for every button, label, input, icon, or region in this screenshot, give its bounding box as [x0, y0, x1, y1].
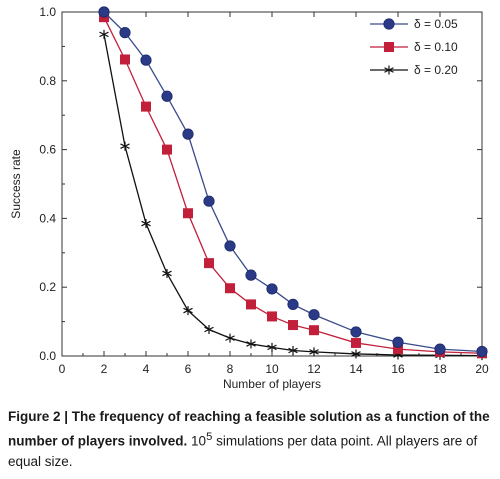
data-point: [204, 325, 214, 335]
data-point: [267, 342, 277, 352]
y-tick-label: 1.0: [39, 5, 56, 19]
legend-marker: [383, 18, 395, 30]
x-tick-label: 8: [227, 362, 234, 376]
data-point: [266, 283, 278, 295]
x-tick-label: 0: [59, 362, 66, 376]
x-tick-label: 18: [433, 362, 447, 376]
x-tick-label: 2: [101, 362, 108, 376]
caption-text-start: 10: [187, 433, 207, 449]
data-point: [308, 309, 320, 321]
data-point: [182, 128, 194, 140]
data-point: [288, 320, 298, 331]
data-point: [140, 54, 152, 66]
y-tick-label: 0.6: [39, 143, 56, 157]
data-point: [351, 337, 361, 348]
data-point: [141, 101, 151, 112]
legend-marker: [384, 65, 394, 75]
data-point: [309, 325, 319, 336]
data-point: [350, 326, 362, 338]
data-point: [246, 339, 256, 349]
x-axis-label: Number of players: [223, 377, 321, 391]
data-point: [204, 258, 214, 269]
data-point: [351, 349, 361, 359]
data-point: [120, 54, 130, 65]
data-point: [162, 144, 172, 155]
figure-caption: Figure 2 | The frequency of reaching a f…: [8, 407, 494, 472]
y-tick-label: 0.2: [39, 280, 56, 294]
data-point: [225, 333, 235, 343]
data-point: [225, 283, 235, 294]
data-point: [393, 344, 403, 355]
data-point: [245, 269, 257, 281]
x-tick-label: 14: [349, 362, 363, 376]
data-point: [392, 336, 404, 348]
data-point: [99, 29, 109, 39]
x-tick-label: 6: [185, 362, 192, 376]
y-tick-label: 0.8: [39, 74, 56, 88]
legend-label: δ = 0.10: [414, 40, 458, 54]
caption-title: Figure 2 | The frequency of reaching a f…: [8, 409, 490, 449]
data-point: [183, 306, 193, 316]
x-tick-label: 10: [265, 362, 279, 376]
data-point: [476, 345, 488, 358]
y-tick-label: 0.0: [39, 349, 56, 363]
data-point: [267, 311, 277, 322]
x-tick-label: 16: [391, 362, 405, 376]
data-point: [98, 6, 110, 18]
data-point: [119, 27, 131, 39]
legend-label: δ = 0.05: [414, 17, 458, 31]
data-point: [141, 219, 151, 229]
x-tick-label: 4: [143, 362, 150, 376]
success-rate-chart: 0 2 4 6 8 10 12 14 16 18 20 0.0 0.2 0.4 0.6 0.8 1.0 Numbe…: [9, 5, 489, 391]
caption-text-end: simulations per data point. All players …: [8, 433, 478, 469]
data-point: [162, 268, 172, 278]
data-point: [161, 90, 173, 102]
x-tick-label: 20: [475, 362, 489, 376]
x-tick-label: 12: [307, 362, 321, 376]
data-point: [224, 240, 236, 252]
data-point: [120, 141, 130, 151]
data-point: [183, 208, 193, 219]
y-tick-label: 0.4: [39, 211, 56, 225]
data-point: [203, 195, 215, 207]
data-point: [287, 298, 299, 310]
data-point: [434, 343, 446, 355]
legend-marker: [384, 42, 394, 52]
data-point: [288, 345, 298, 355]
legend-label: δ = 0.20: [414, 63, 458, 77]
caption-exponent: 5: [206, 431, 213, 443]
data-point: [309, 347, 319, 357]
data-point: [246, 299, 256, 310]
y-axis-label: Success rate: [9, 149, 23, 219]
